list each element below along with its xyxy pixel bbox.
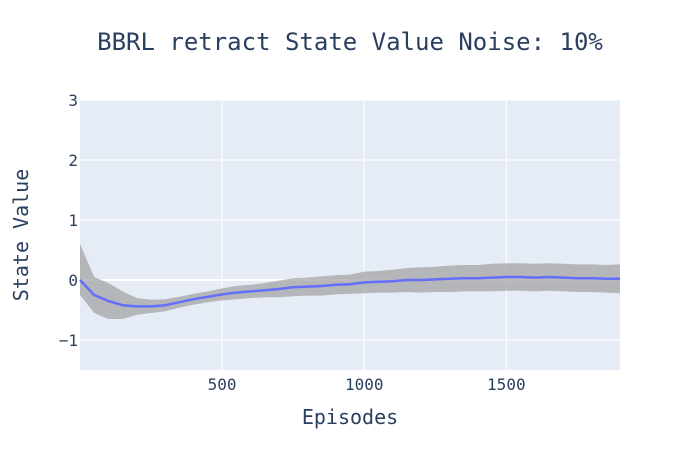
y-axis-label: State Value: [9, 169, 33, 301]
series-line: [79, 275, 620, 308]
x-tick-label: 1000: [345, 375, 384, 394]
chart-title: BBRL retract State Value Noise: 10%: [97, 28, 603, 56]
x-tick-label: 500: [208, 375, 237, 394]
confidence-band: [80, 244, 620, 319]
x-tick-label: 1500: [487, 375, 526, 394]
x-axis-ticks: 500 1000 1500: [208, 375, 526, 394]
x-axis-label: Episodes: [302, 405, 398, 429]
y-tick-label: −1: [59, 331, 78, 350]
y-tick-label: 3: [68, 91, 78, 110]
y-tick-label: 2: [68, 151, 78, 170]
plot-background: [80, 100, 620, 370]
y-tick-label: 1: [68, 211, 78, 230]
y-axis-ticks: 3 2 1 0 −1: [59, 91, 78, 350]
y-tick-label: 0: [68, 271, 78, 290]
